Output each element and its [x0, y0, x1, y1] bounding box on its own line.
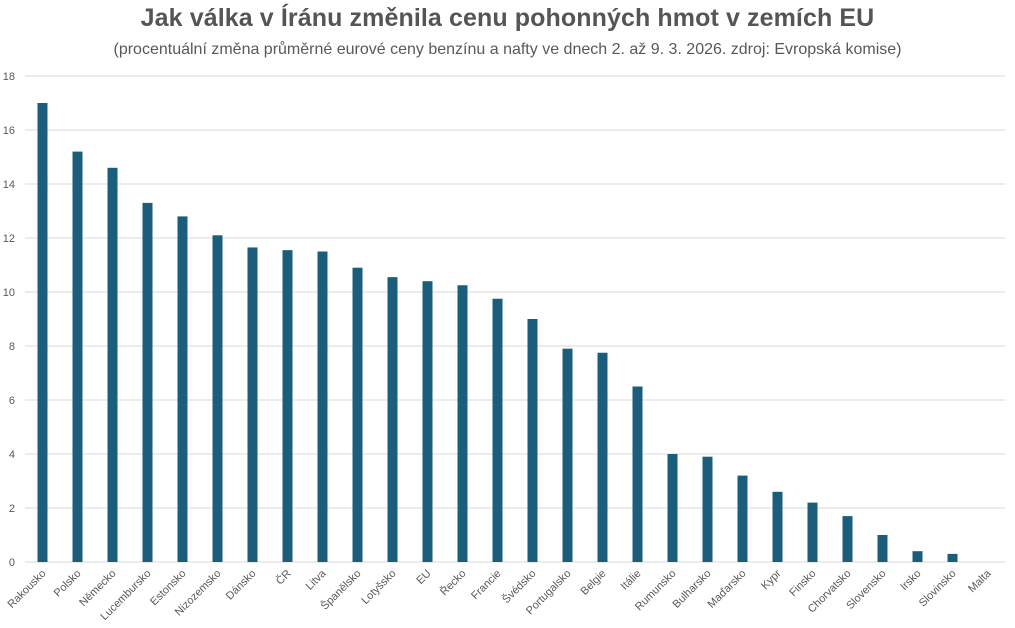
bar-3: [142, 202, 153, 562]
bar-14: [527, 319, 538, 562]
bar-25: [912, 551, 923, 562]
bar-17: [632, 386, 643, 562]
y-axis-ticks: 0 2 4 6 8 10 12 14 16 18: [3, 71, 15, 569]
x-tick-label: Slovinsko: [917, 568, 959, 610]
bar-5: [212, 235, 223, 563]
bar-18: [667, 454, 678, 562]
y-tick-label: 4: [9, 449, 15, 461]
x-tick-label: Lotyšsko: [359, 568, 398, 607]
bars: [37, 103, 958, 563]
bar-2: [107, 167, 118, 563]
y-tick-label: 8: [9, 341, 15, 353]
x-tick-label: Malta: [966, 567, 994, 595]
bar-1: [72, 151, 83, 562]
bar-13: [492, 298, 503, 562]
y-tick-label: 0: [9, 557, 15, 569]
bar-10: [387, 277, 398, 562]
y-tick-label: 2: [9, 503, 15, 515]
bar-11: [422, 281, 433, 562]
bar-7: [282, 250, 293, 562]
bar-23: [842, 516, 853, 562]
bar-19: [702, 456, 713, 562]
bar-0: [37, 103, 48, 562]
x-tick-label: Maďarsko: [706, 568, 749, 611]
y-tick-label: 10: [3, 287, 15, 299]
x-tick-label: Francie: [469, 568, 503, 602]
x-tick-label: Litva: [304, 567, 330, 593]
y-tick-label: 14: [3, 179, 15, 191]
bar-4: [177, 216, 188, 562]
x-tick-label: Belgie: [579, 568, 609, 598]
x-axis-labels: Rakousko PolskoNěmeckoLucemburskoEstonsko…: [6, 567, 995, 623]
y-tick-label: 6: [9, 395, 15, 407]
bar-22: [807, 502, 818, 562]
bar-24: [877, 535, 888, 562]
x-tick-label: Polsko: [52, 568, 84, 600]
bar-8: [317, 251, 328, 562]
y-tick-label: 16: [3, 125, 15, 137]
bar-6: [247, 247, 258, 562]
bar-15: [562, 348, 573, 562]
x-tick-label: Rakousko: [6, 568, 49, 611]
chart-subtitle: (procentuální změna průměrné eurové ceny…: [113, 41, 902, 58]
x-tick-label: EU: [414, 568, 433, 587]
chart-title: Jak válka v Íránu změnila cenu pohonných…: [140, 4, 875, 32]
bar-16: [597, 352, 608, 562]
bar-12: [457, 285, 468, 562]
x-tick-label: Kypr: [759, 567, 784, 592]
x-tick-label: Řecko: [437, 567, 468, 598]
x-tick-label: Irsko: [898, 568, 923, 593]
bar-20: [737, 475, 748, 562]
x-tick-label: Dánsko: [224, 568, 259, 603]
y-tick-label: 12: [3, 233, 15, 245]
x-tick-label: ČR: [273, 567, 293, 587]
bar-21: [772, 491, 783, 562]
gridlines: [25, 75, 1005, 563]
x-tick-label: Itálie: [619, 568, 644, 593]
bar-9: [352, 267, 363, 562]
y-tick-label: 18: [3, 71, 15, 83]
bar-26: [947, 553, 958, 562]
x-tick-label: Finsko: [787, 568, 818, 599]
